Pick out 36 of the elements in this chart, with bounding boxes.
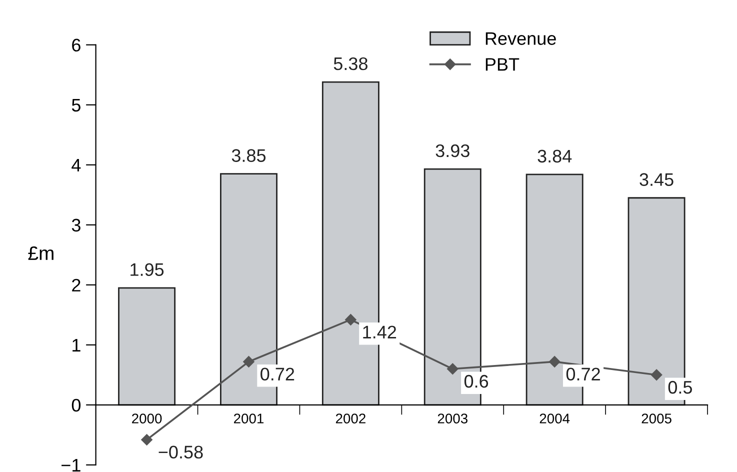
data-label: −0.58 <box>158 446 203 459</box>
data-label: 0.72 <box>260 368 294 381</box>
x-tick-label: 2004 <box>540 414 570 424</box>
point <box>243 356 254 368</box>
data-label: 5.38 <box>334 57 368 70</box>
y-tick-label: 2 <box>72 278 80 292</box>
data-label: 1.42 <box>363 326 396 338</box>
y-tick-label: −1 <box>62 459 80 472</box>
data-label: 3.84 <box>538 150 572 163</box>
y-tick-label: 0 <box>72 398 81 412</box>
data-label: 3.45 <box>640 173 674 186</box>
x-tick-label: 2005 <box>642 414 672 424</box>
point <box>141 434 152 446</box>
x-tick-label: 2000 <box>132 414 162 424</box>
data-label: 0.72 <box>566 368 600 381</box>
legend-label: Revenue <box>486 32 556 45</box>
point <box>345 314 356 326</box>
y-tick-label: 4 <box>72 158 81 172</box>
bar <box>118 287 176 406</box>
point <box>548 356 560 368</box>
x-tick-label: 2002 <box>336 414 366 424</box>
y-tick-label: 3 <box>72 218 80 232</box>
data-label: 3.85 <box>232 149 266 162</box>
y-axis-title: £m <box>28 246 54 260</box>
y-tick-label: 1 <box>72 339 80 352</box>
data-label: 1.95 <box>130 263 164 276</box>
data-label: 0.5 <box>668 380 692 394</box>
y-tick-label: 6 <box>72 38 80 52</box>
data-label: 3.93 <box>436 144 470 158</box>
y-tick-label: 5 <box>72 98 80 112</box>
legend-label: PBT <box>486 58 520 71</box>
point <box>447 363 458 375</box>
data-label: 0.6 <box>464 374 488 388</box>
x-tick-label: 2001 <box>234 414 264 424</box>
point <box>650 369 662 381</box>
x-tick-label: 2003 <box>438 414 468 424</box>
